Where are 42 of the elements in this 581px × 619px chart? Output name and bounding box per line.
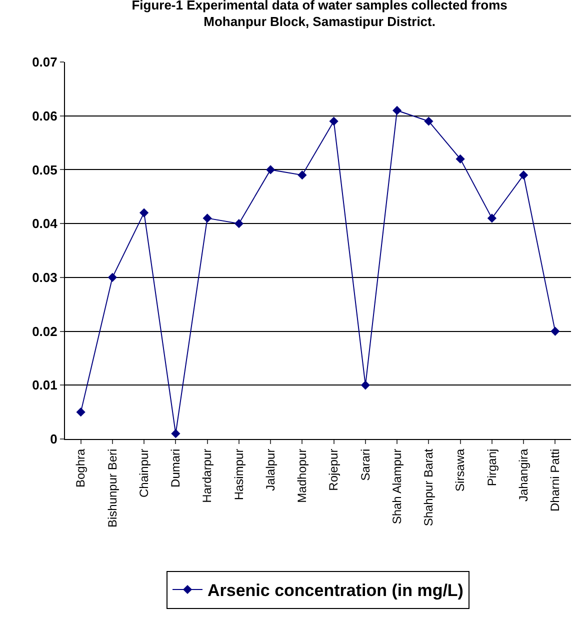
y-tick-label: 0.01 [32,378,58,393]
point [266,165,276,174]
point [550,326,560,336]
point [424,116,434,126]
x-tick-label: Madhopur [295,448,310,503]
point [171,429,180,438]
x-tick-label: Bishunpur Beri [105,448,120,528]
point [519,170,528,180]
x-tick-label: Pirganj [484,448,499,486]
point [108,272,117,282]
point [298,170,307,180]
x-tick-label: Jalalpur [263,448,278,491]
point [202,214,212,223]
point [76,408,86,417]
point [234,219,244,228]
chart-title: Figure-1 Experimental data of water samples collected froms Mohanpur Block, Samastipur District. [132,0,508,30]
point [392,106,402,116]
point [487,214,496,223]
point [329,116,338,126]
y-tick-label: 0.06 [32,108,58,124]
x-tick-label: Boghra [74,448,88,488]
point [456,154,465,164]
legend-label: Arsenic concentration (in mg/L) [208,581,464,600]
x-tick-label: Shahpur Barat [422,448,436,526]
y-tick-label: 0.02 [32,324,58,339]
x-tick-label: Shah Alampur [390,448,404,524]
y-tick-label: 0.03 [32,270,58,285]
y-tick-label: 0 [50,432,58,447]
y-tick-label: 0.07 [32,54,58,70]
point [360,380,370,390]
y-tick-label: 0.05 [32,162,58,178]
x-tick-label: Chainpur [136,448,151,498]
x-tick-label: Sirsawa [453,448,468,492]
y-tick-label: 0.04 [32,216,58,232]
x-tick-label: Hardarpur [200,448,214,503]
x-tick-label: Jahangira [516,448,530,502]
x-tick-label: Sarari [358,448,372,481]
x-tick-label: Rojepur [326,448,341,491]
x-tick-label: Dumari [168,448,183,488]
x-tick-label: Dharni Patti [548,448,562,512]
x-tick-label: Hasimpur [232,448,246,500]
point [140,208,149,218]
